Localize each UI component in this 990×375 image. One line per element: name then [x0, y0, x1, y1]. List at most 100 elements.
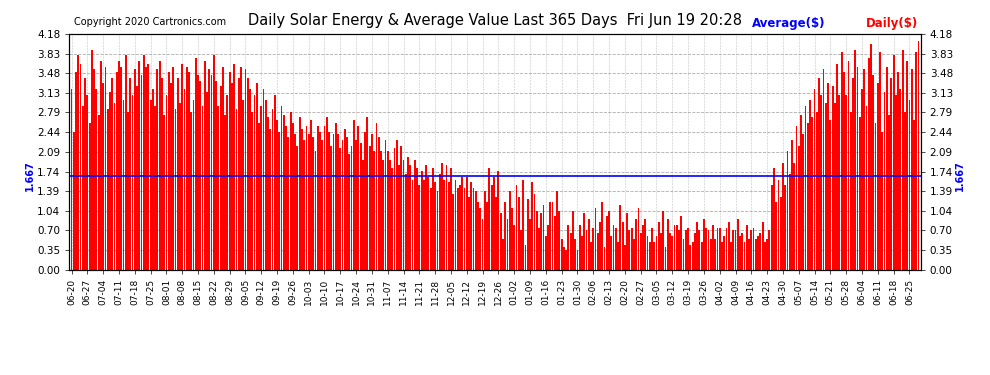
Bar	[384, 140, 386, 270]
Bar	[567, 225, 569, 270]
Bar	[456, 188, 458, 270]
Bar	[77, 55, 79, 270]
Bar	[752, 228, 754, 270]
Bar	[326, 117, 328, 270]
Bar	[154, 106, 156, 270]
Bar	[271, 109, 273, 270]
Bar	[116, 72, 118, 270]
Bar	[574, 239, 576, 270]
Bar	[400, 146, 402, 270]
Bar	[333, 134, 335, 270]
Bar	[238, 78, 240, 270]
Bar	[886, 66, 888, 270]
Bar	[493, 177, 495, 270]
Bar	[701, 242, 703, 270]
Text: Daily($): Daily($)	[866, 17, 919, 30]
Bar	[209, 69, 210, 270]
Bar	[680, 216, 682, 270]
Bar	[715, 239, 716, 270]
Bar	[849, 112, 851, 270]
Bar	[683, 239, 684, 270]
Bar	[800, 115, 802, 270]
Bar	[472, 188, 474, 270]
Bar	[606, 216, 608, 270]
Bar	[348, 154, 350, 270]
Bar	[213, 55, 215, 270]
Bar	[728, 222, 730, 270]
Bar	[186, 66, 188, 270]
Bar	[158, 61, 160, 270]
Bar	[719, 228, 721, 270]
Bar	[276, 120, 278, 270]
Bar	[710, 239, 712, 270]
Bar	[863, 69, 865, 270]
Bar	[93, 69, 95, 270]
Bar	[79, 64, 81, 270]
Bar	[463, 188, 465, 270]
Bar	[195, 58, 197, 270]
Bar	[742, 233, 743, 270]
Bar	[315, 151, 317, 270]
Bar	[294, 134, 296, 270]
Bar	[909, 100, 911, 270]
Bar	[620, 205, 622, 270]
Bar	[371, 134, 373, 270]
Bar	[495, 196, 497, 270]
Bar	[807, 123, 809, 270]
Bar	[627, 213, 628, 270]
Bar	[554, 216, 555, 270]
Bar	[70, 89, 72, 270]
Bar	[134, 69, 136, 270]
Bar	[245, 69, 247, 270]
Bar	[132, 95, 134, 270]
Bar	[410, 165, 411, 270]
Bar	[229, 72, 231, 270]
Bar	[190, 112, 192, 270]
Bar	[359, 143, 361, 270]
Bar	[412, 180, 414, 270]
Bar	[726, 228, 728, 270]
Bar	[509, 191, 511, 270]
Bar	[541, 213, 543, 270]
Bar	[102, 84, 104, 270]
Bar	[107, 109, 109, 270]
Bar	[595, 208, 596, 270]
Bar	[170, 84, 172, 270]
Bar	[601, 202, 603, 270]
Bar	[669, 233, 671, 270]
Bar	[597, 233, 599, 270]
Bar	[629, 230, 631, 270]
Bar	[662, 211, 664, 270]
Bar	[500, 213, 502, 270]
Bar	[759, 233, 761, 270]
Bar	[911, 69, 913, 270]
Bar	[689, 244, 691, 270]
Bar	[211, 75, 213, 270]
Bar	[444, 180, 446, 270]
Bar	[556, 191, 558, 270]
Bar	[222, 66, 224, 270]
Bar	[565, 250, 567, 270]
Bar	[378, 137, 379, 270]
Bar	[771, 185, 772, 270]
Bar	[633, 239, 635, 270]
Bar	[454, 180, 456, 270]
Bar	[281, 106, 282, 270]
Bar	[828, 84, 829, 270]
Bar	[380, 151, 382, 270]
Bar	[355, 140, 357, 270]
Bar	[319, 132, 321, 270]
Bar	[791, 140, 793, 270]
Bar	[837, 64, 839, 270]
Bar	[913, 120, 915, 270]
Bar	[466, 177, 467, 270]
Bar	[439, 174, 441, 270]
Bar	[141, 75, 143, 270]
Bar	[757, 236, 759, 270]
Bar	[667, 219, 668, 270]
Bar	[357, 126, 359, 270]
Bar	[563, 248, 564, 270]
Bar	[340, 148, 342, 270]
Bar	[236, 109, 238, 270]
Bar	[227, 95, 229, 270]
